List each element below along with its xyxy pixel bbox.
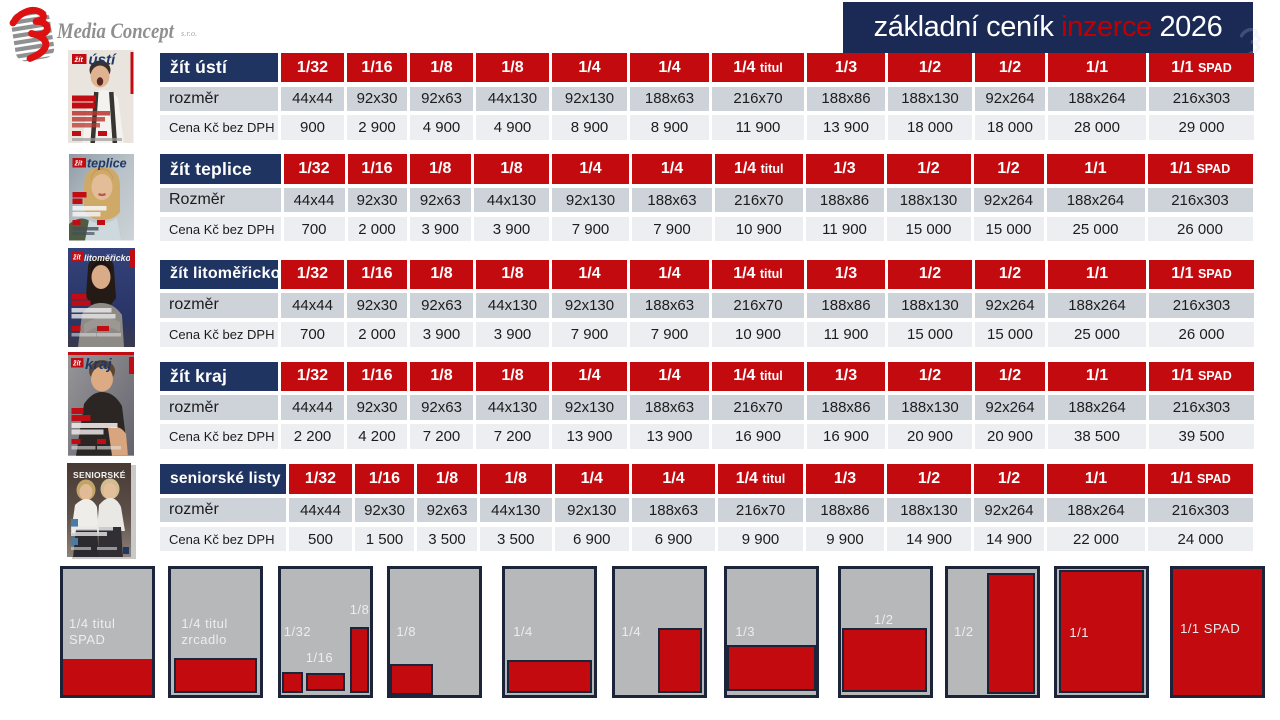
svg-text:Media Concept: Media Concept: [56, 20, 175, 44]
svg-text:ústí: ústí: [89, 51, 118, 68]
svg-text:žít: žít: [74, 55, 84, 64]
svg-text:litoměřicko: litoměřicko: [84, 253, 131, 263]
svg-text:žít: žít: [73, 161, 82, 168]
svg-text:kraj: kraj: [85, 356, 112, 373]
svg-text:žít: žít: [72, 254, 81, 261]
svg-text:s.r.o.: s.r.o.: [181, 28, 197, 38]
svg-text:žít: žít: [72, 360, 81, 367]
svg-text:SENIORSKÉ: SENIORSKÉ: [73, 470, 126, 480]
svg-text:teplice: teplice: [87, 157, 127, 171]
